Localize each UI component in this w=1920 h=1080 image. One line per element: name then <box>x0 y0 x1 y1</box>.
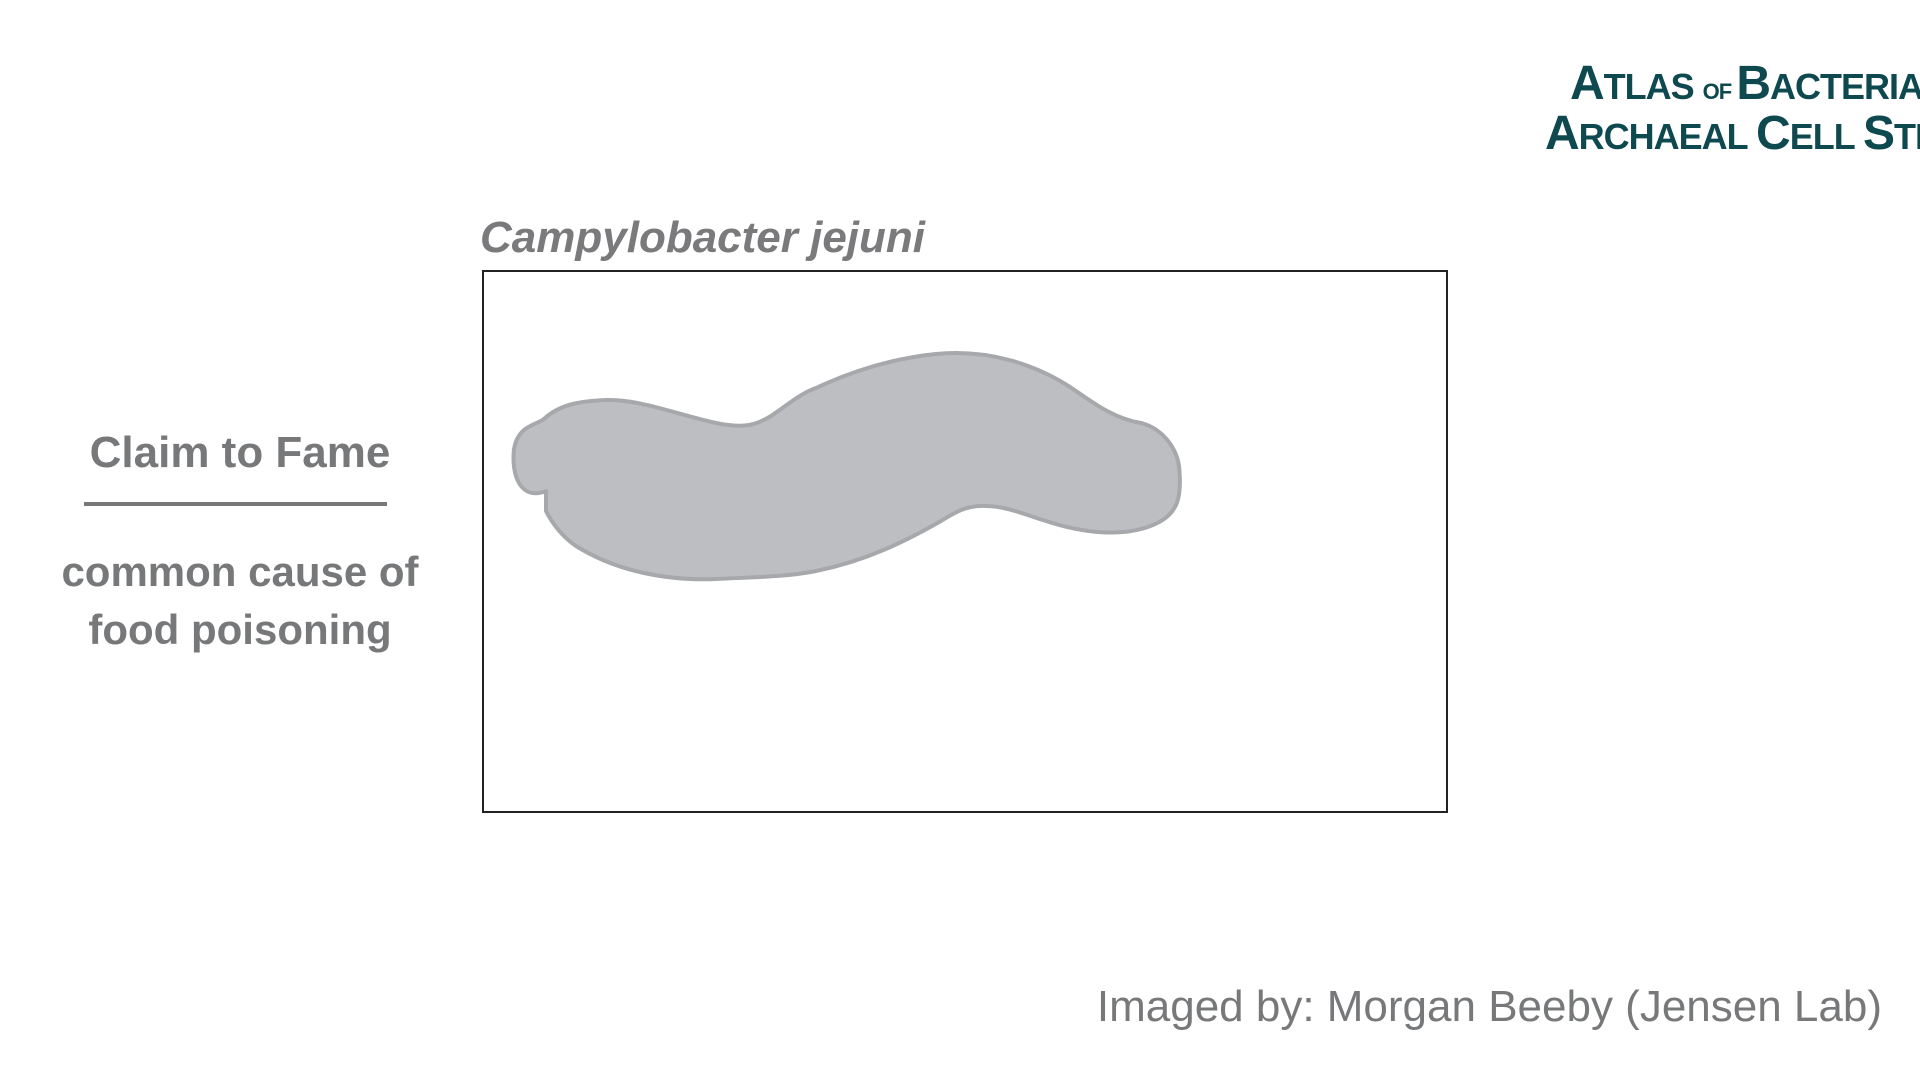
logo-line-2-segment: A <box>1545 107 1580 160</box>
campylobacter-cell-shape <box>511 351 1182 582</box>
logo-line-2-segment: S <box>1863 107 1895 160</box>
atlas-logo: ATLAS OF BACTERIAL AND ARCHAEAL CELL STR… <box>1545 58 1920 158</box>
species-title: Campylobacter jejuni <box>480 213 926 262</box>
claim-description: common cause of food poisoning <box>40 543 440 659</box>
logo-line-2: ARCHAEAL CELL STRUCTURE <box>1545 110 1920 158</box>
logo-line-1-segment: OF <box>1702 79 1737 104</box>
logo-line-2-segment: TRUCTURE <box>1894 116 1920 157</box>
logo-line-1-segment: TLAS <box>1603 66 1703 107</box>
claim-line-1: common cause of <box>61 548 419 595</box>
logo-line-1: ATLAS OF BACTERIAL AND <box>1570 60 1920 108</box>
logo-line-1-segment: A <box>1570 57 1605 110</box>
logo-line-1-segment: ACTERIAL <box>1770 66 1920 107</box>
logo-line-2-segment: RCHAEAL <box>1578 116 1757 157</box>
bacterium-cell-illustration <box>511 351 1182 582</box>
claim-divider <box>84 502 387 506</box>
claim-to-fame-heading: Claim to Fame <box>89 428 391 477</box>
logo-line-2-segment: C <box>1756 107 1791 160</box>
image-credit: Imaged by: Morgan Beeby (Jensen Lab) <box>1096 982 1882 1031</box>
logo-line-2-segment: ELL <box>1789 116 1864 157</box>
claim-line-2: food poisoning <box>88 606 392 653</box>
logo-line-1-segment: B <box>1736 57 1771 110</box>
specimen-frame <box>482 270 1448 813</box>
